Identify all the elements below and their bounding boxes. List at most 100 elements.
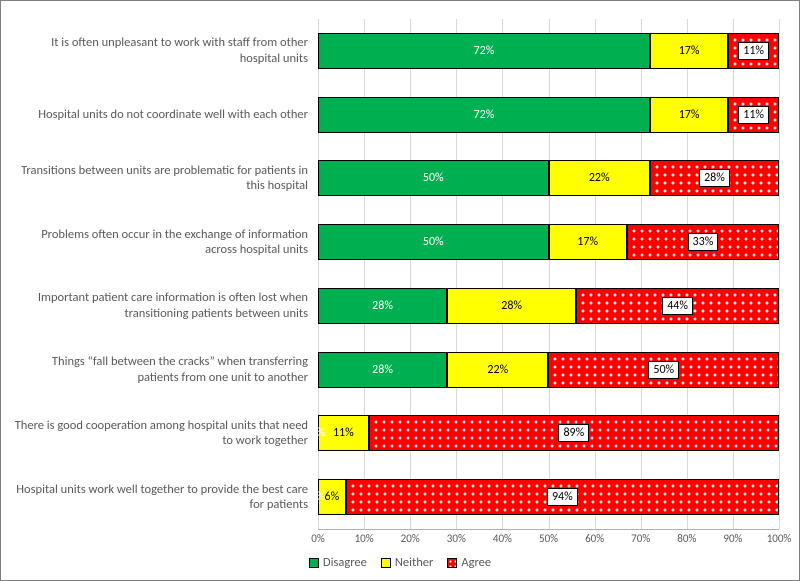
bar-value: 17% (573, 234, 602, 250)
stacked-bar: 28% 28% 44% (318, 288, 779, 324)
bar-segment-agree: 89% (369, 415, 779, 451)
bar-zone: 72% 17% 11% (318, 19, 779, 83)
bar-segment-agree: 50% (548, 352, 779, 388)
chart-container: It is often unpleasant to work with staf… (0, 0, 800, 581)
stacked-bar: 0%11%89% (318, 415, 779, 451)
bar-segment-neither: 22% (549, 160, 650, 196)
x-tick: 40% (493, 532, 512, 545)
legend-item-neither: Neither (381, 555, 434, 570)
row-label: Transitions between units are problemati… (13, 163, 318, 194)
bar-zone: 28% 22% 50% (318, 338, 779, 402)
bar-segment-neither: 17% (650, 97, 728, 133)
bar-segment-neither: 17% (549, 224, 627, 260)
bar-segment-agree: 11% (728, 97, 779, 133)
bar-segment-disagree: 72% (318, 97, 650, 133)
legend-item-agree: Agree (447, 555, 491, 570)
bar-value: 50% (648, 361, 679, 379)
x-tick: 60% (585, 532, 604, 545)
bar-segment-neither: 6% (318, 479, 346, 515)
bar-value: 22% (585, 170, 614, 186)
x-axis-ticks: 0%10%20%30%40%50%60%70%80%90%100% (318, 532, 779, 550)
legend-item-disagree: Disagree (309, 555, 367, 570)
bar-value: 22% (483, 362, 512, 378)
chart-row: Things “fall between the cracks” when tr… (13, 338, 779, 402)
bar-segment-agree: 94% (346, 479, 779, 515)
bar-value: 28% (368, 298, 397, 314)
bar-value: 33% (688, 233, 719, 251)
x-tick: 90% (723, 532, 742, 545)
bar-value: 6% (320, 489, 343, 505)
bar-value: 11% (329, 425, 358, 441)
stacked-bar: 0%6%94% (318, 479, 779, 515)
row-label: It is often unpleasant to work with staf… (13, 35, 318, 66)
row-label: Hospital units work well together to pro… (13, 482, 318, 513)
chart-row: Hospital units work well together to pro… (13, 465, 779, 529)
chart-row: Transitions between units are problemati… (13, 147, 779, 211)
bar-value: 72% (470, 107, 499, 123)
row-label: Hospital units do not coordinate well wi… (13, 107, 318, 123)
stacked-bar: 50% 22% 28% (318, 160, 779, 196)
bar-value: 28% (497, 298, 526, 314)
x-tick: 80% (677, 532, 696, 545)
bar-segment-disagree: 28% (318, 352, 447, 388)
bar-zone: 28% 28% 44% (318, 274, 779, 338)
x-axis-line (318, 529, 779, 530)
x-tick: 100% (767, 532, 792, 545)
bar-segment-agree: 28% (650, 160, 779, 196)
x-tick: 0% (311, 532, 324, 545)
chart-rows: It is often unpleasant to work with staf… (13, 19, 779, 529)
bar-segment-disagree: 50% (318, 224, 549, 260)
swatch-agree (447, 558, 457, 568)
bar-value: 50% (419, 234, 448, 250)
bar-zone: 0%6%94% (318, 465, 779, 529)
bar-segment-disagree: 72% (318, 33, 650, 69)
bar-segment-agree: 33% (627, 224, 779, 260)
chart-row: There is good cooperation among hospital… (13, 402, 779, 466)
bar-segment-disagree: 50% (318, 160, 549, 196)
stacked-bar: 28% 22% 50% (318, 352, 779, 388)
chart-row: Important patient care information is of… (13, 274, 779, 338)
bar-segment-neither: 22% (447, 352, 548, 388)
x-tick: 50% (539, 532, 558, 545)
bar-segment-disagree: 28% (318, 288, 447, 324)
stacked-bar: 72% 17% 11% (318, 97, 779, 133)
bar-value: 72% (470, 43, 499, 59)
swatch-disagree (309, 558, 319, 568)
bar-value: 44% (662, 297, 693, 315)
bar-value: 50% (419, 170, 448, 186)
chart-row: Problems often occur in the exchange of … (13, 210, 779, 274)
x-tick: 30% (447, 532, 466, 545)
bar-segment-neither: 17% (650, 33, 728, 69)
x-tick: 70% (631, 532, 650, 545)
chart-row: Hospital units do not coordinate well wi… (13, 83, 779, 147)
row-label: There is good cooperation among hospital… (13, 418, 318, 449)
bar-value: 17% (675, 43, 704, 59)
legend-label: Agree (461, 555, 491, 570)
x-tick: 20% (401, 532, 420, 545)
chart-row: It is often unpleasant to work with staf… (13, 19, 779, 83)
bar-zone: 50% 22% 28% (318, 147, 779, 211)
bar-zone: 72% 17% 11% (318, 83, 779, 147)
bar-zone: 50% 17% 33% (318, 210, 779, 274)
bar-value: 28% (368, 362, 397, 378)
bar-value: 94% (547, 488, 578, 506)
row-label: Things “fall between the cracks” when tr… (13, 354, 318, 385)
gridline (779, 19, 780, 529)
bar-segment-neither: 28% (447, 288, 576, 324)
bar-value: 28% (699, 169, 730, 187)
bar-segment-agree: 44% (576, 288, 779, 324)
bar-value: 0% (307, 425, 330, 441)
stacked-bar: 50% 17% 33% (318, 224, 779, 260)
legend-label: Disagree (323, 555, 367, 570)
bar-value: 11% (738, 106, 769, 124)
stacked-bar: 72% 17% 11% (318, 33, 779, 69)
bar-value: 11% (738, 42, 769, 60)
bar-zone: 0%11%89% (318, 402, 779, 466)
x-tick: 10% (355, 532, 374, 545)
legend-label: Neither (395, 555, 434, 570)
bar-segment-agree: 11% (728, 33, 779, 69)
row-label: Problems often occur in the exchange of … (13, 227, 318, 258)
bar-value: 89% (558, 424, 589, 442)
row-label: Important patient care information is of… (13, 290, 318, 321)
legend: Disagree Neither Agree (1, 555, 799, 570)
